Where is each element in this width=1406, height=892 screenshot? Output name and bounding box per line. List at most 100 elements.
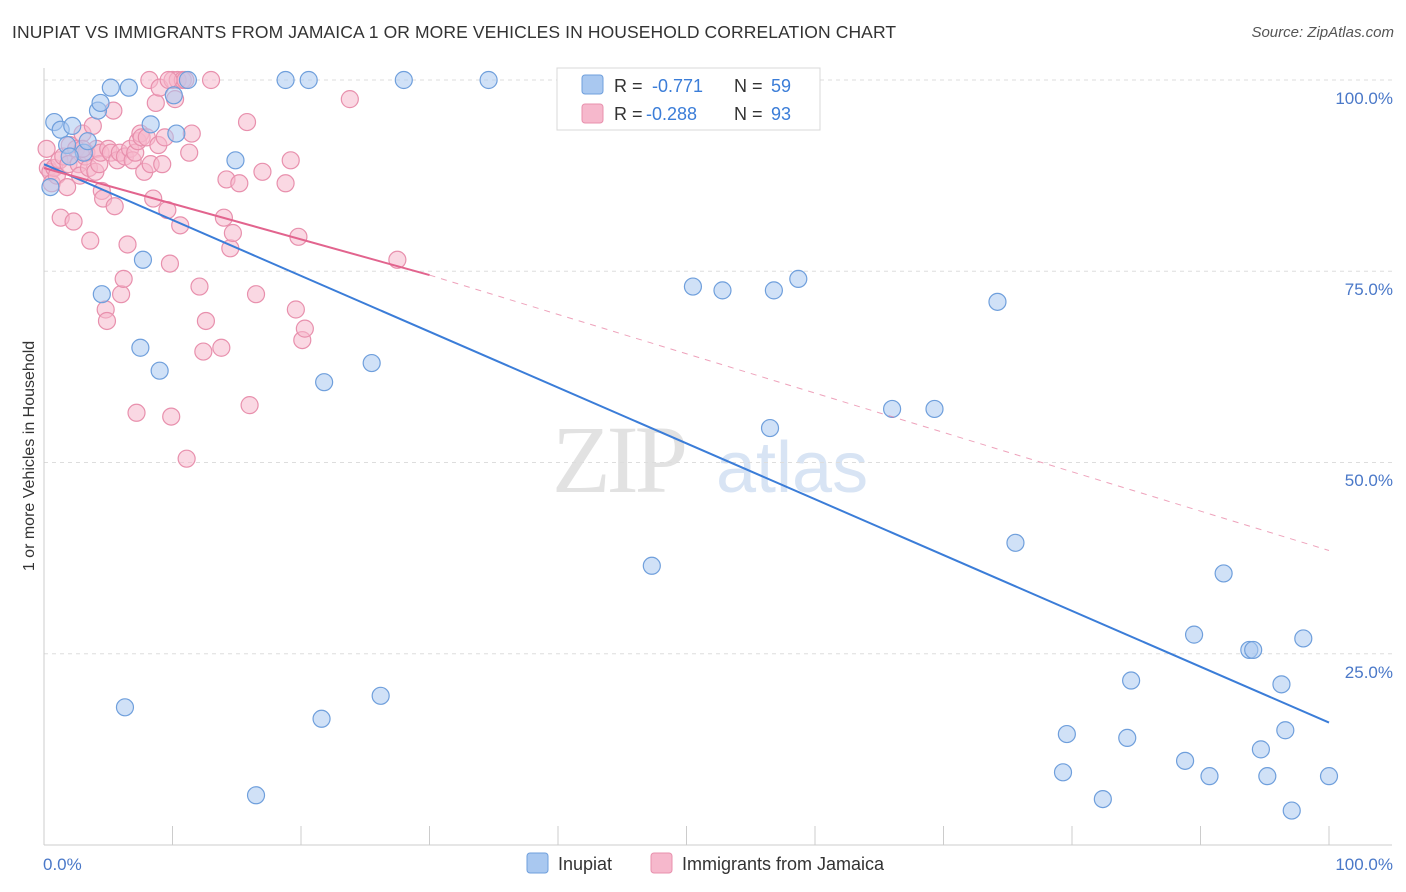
inupiat-point <box>60 147 79 166</box>
jamaica-point <box>196 311 216 331</box>
legend-label-jamaica: Immigrants from Jamaica <box>682 854 885 874</box>
jamaica-point <box>159 70 178 90</box>
jamaica-point <box>118 235 137 254</box>
inupiat-point <box>315 373 334 392</box>
inupiat-point <box>642 556 661 575</box>
inupiat-point <box>1272 675 1291 694</box>
jamaica-point <box>212 338 231 357</box>
jamaica-point <box>153 155 172 174</box>
jamaica-point <box>64 212 83 231</box>
inupiat-point <box>1319 767 1339 786</box>
series-inupiat-points <box>41 70 1339 820</box>
jamaica-point <box>127 403 146 422</box>
axes <box>43 68 1392 846</box>
inupiat-point <box>150 361 169 380</box>
y-tick-label-100: 100.0% <box>1335 89 1393 108</box>
y-tick-label-50: 50.0% <box>1345 471 1393 490</box>
inupiat-point <box>41 178 60 197</box>
inupiat-point <box>276 70 295 90</box>
stats-n-label-jamaica: N = <box>734 104 763 124</box>
jamaica-point <box>340 90 359 109</box>
inupiat-point <box>133 250 153 269</box>
watermark-zip: ZIP <box>552 406 685 513</box>
jamaica-trend-line <box>43 167 430 277</box>
legend-swatch-inupiat <box>526 852 549 874</box>
inupiat-point <box>362 353 381 373</box>
inupiat-point <box>1006 533 1025 552</box>
jamaica-point <box>177 449 196 468</box>
source-credit: Source: ZipAtlas.com <box>1251 24 1394 41</box>
inupiat-point <box>101 78 120 97</box>
jamaica-point <box>37 139 56 158</box>
inupiat-point <box>115 698 135 717</box>
inupiat-point <box>1122 671 1141 690</box>
inupiat-point <box>226 151 245 170</box>
x-tick-labels: 0.0% 100.0% <box>43 855 1393 874</box>
inupiat-point <box>479 70 498 90</box>
jamaica-point <box>223 223 242 243</box>
y-tick-label-75: 75.0% <box>1345 280 1393 299</box>
inupiat-point <box>1244 640 1263 660</box>
jamaica-point <box>182 124 201 143</box>
stats-n-value-inupiat: 59 <box>771 76 791 96</box>
jamaica-point <box>237 112 257 132</box>
jamaica-point <box>160 254 180 273</box>
stats-r-label-jamaica: R = <box>614 104 643 124</box>
stats-r-value-inupiat: -0.771 <box>652 76 703 96</box>
x-tick-label-0: 0.0% <box>43 855 82 874</box>
inupiat-point <box>988 292 1007 311</box>
jamaica-point <box>286 300 305 319</box>
inupiat-point <box>178 70 198 90</box>
x-tick-label-100: 100.0% <box>1335 855 1393 874</box>
inupiat-point <box>925 399 944 419</box>
inupiat-point <box>78 132 97 151</box>
watermark: ZIP atlas <box>552 406 868 513</box>
series-jamaica-points <box>37 70 407 468</box>
legend-label-inupiat: Inupiat <box>558 854 612 874</box>
jamaica-point <box>194 342 213 361</box>
inupiat-point <box>371 686 390 705</box>
inupiat-point <box>91 93 110 113</box>
inupiat-point <box>312 709 331 728</box>
jamaica-point <box>114 269 133 288</box>
jamaica-point <box>276 174 295 193</box>
jamaica-point <box>81 231 100 250</box>
inupiat-point <box>1118 728 1137 748</box>
inupiat-point <box>882 399 902 419</box>
inupiat-point <box>394 70 413 90</box>
jamaica-point <box>111 285 131 304</box>
inupiat-point <box>1294 629 1313 648</box>
jamaica-point <box>201 70 221 90</box>
inupiat-point <box>1276 721 1295 740</box>
inupiat-point <box>1093 789 1112 809</box>
inupiat-point <box>167 124 186 143</box>
stats-swatch-jamaica <box>581 103 604 124</box>
chart-title: INUPIAT VS IMMIGRANTS FROM JAMAICA 1 OR … <box>12 22 897 42</box>
jamaica-point <box>246 285 266 304</box>
gridlines <box>44 79 1392 655</box>
inupiat-point <box>1053 763 1073 782</box>
inupiat-point <box>1251 740 1270 759</box>
stats-legend: R = -0.771 N = 59 R = -0.288 N = 93 <box>556 67 821 131</box>
jamaica-point <box>281 151 300 170</box>
jamaica-point <box>83 116 102 136</box>
legend-swatch-jamaica <box>650 852 673 874</box>
stats-n-label-inupiat: N = <box>734 76 763 96</box>
stats-swatch-inupiat <box>581 74 604 95</box>
jamaica-point <box>180 143 199 162</box>
trend-lines <box>43 163 1330 724</box>
inupiat-point <box>1175 751 1195 770</box>
jamaica-point <box>253 162 272 181</box>
stats-n-value-jamaica: 93 <box>771 104 791 124</box>
inupiat-point <box>1200 767 1219 786</box>
inupiat-point <box>131 338 150 357</box>
y-tick-label-25: 25.0% <box>1345 663 1393 682</box>
jamaica-trend-extension <box>429 274 1330 551</box>
jamaica-point <box>190 277 209 296</box>
inupiat-point <box>789 269 808 288</box>
watermark-atlas: atlas <box>716 428 868 508</box>
inupiat-point <box>246 786 266 805</box>
inupiat-point <box>63 116 82 136</box>
inupiat-point <box>713 281 732 300</box>
